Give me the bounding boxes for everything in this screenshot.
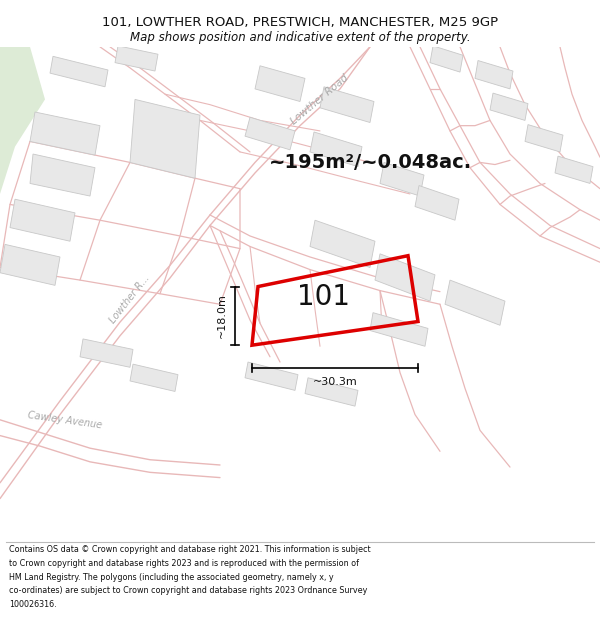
Polygon shape	[30, 154, 95, 196]
Polygon shape	[430, 46, 463, 72]
Polygon shape	[0, 244, 60, 286]
Polygon shape	[475, 61, 513, 89]
Polygon shape	[445, 280, 505, 325]
Polygon shape	[245, 118, 295, 150]
Polygon shape	[115, 46, 158, 71]
Polygon shape	[525, 124, 563, 152]
Text: Contains OS data © Crown copyright and database right 2021. This information is : Contains OS data © Crown copyright and d…	[9, 545, 371, 554]
Polygon shape	[245, 362, 298, 391]
Text: 101, LOWTHER ROAD, PRESTWICH, MANCHESTER, M25 9GP: 101, LOWTHER ROAD, PRESTWICH, MANCHESTER…	[102, 16, 498, 29]
Polygon shape	[130, 364, 178, 391]
Polygon shape	[375, 254, 435, 301]
Text: 100026316.: 100026316.	[9, 600, 56, 609]
Polygon shape	[10, 199, 75, 241]
Polygon shape	[130, 99, 200, 178]
Text: Lowther Road: Lowther Road	[289, 72, 351, 126]
Polygon shape	[415, 186, 459, 220]
Polygon shape	[0, 47, 30, 131]
Polygon shape	[305, 378, 358, 406]
Text: ~30.3m: ~30.3m	[313, 377, 358, 387]
Polygon shape	[490, 93, 528, 121]
Text: ~18.0m: ~18.0m	[217, 293, 227, 338]
Text: co-ordinates) are subject to Crown copyright and database rights 2023 Ordnance S: co-ordinates) are subject to Crown copyr…	[9, 586, 367, 595]
Polygon shape	[555, 156, 593, 184]
Polygon shape	[255, 66, 305, 101]
Polygon shape	[0, 47, 45, 194]
Polygon shape	[310, 220, 375, 268]
Text: Cawley Avenue: Cawley Avenue	[27, 409, 103, 430]
Polygon shape	[320, 87, 374, 123]
Text: 101: 101	[298, 283, 350, 311]
Text: Map shows position and indicative extent of the property.: Map shows position and indicative extent…	[130, 31, 470, 44]
Text: HM Land Registry. The polygons (including the associated geometry, namely x, y: HM Land Registry. The polygons (includin…	[9, 572, 334, 581]
Polygon shape	[310, 132, 362, 167]
Polygon shape	[80, 339, 133, 367]
Polygon shape	[370, 312, 428, 346]
Text: ~195m²/~0.048ac.: ~195m²/~0.048ac.	[268, 153, 472, 172]
Polygon shape	[50, 56, 108, 87]
Text: to Crown copyright and database rights 2023 and is reproduced with the permissio: to Crown copyright and database rights 2…	[9, 559, 359, 568]
Polygon shape	[380, 162, 424, 196]
Polygon shape	[30, 112, 100, 155]
Text: Lowther R...: Lowther R...	[108, 273, 152, 325]
